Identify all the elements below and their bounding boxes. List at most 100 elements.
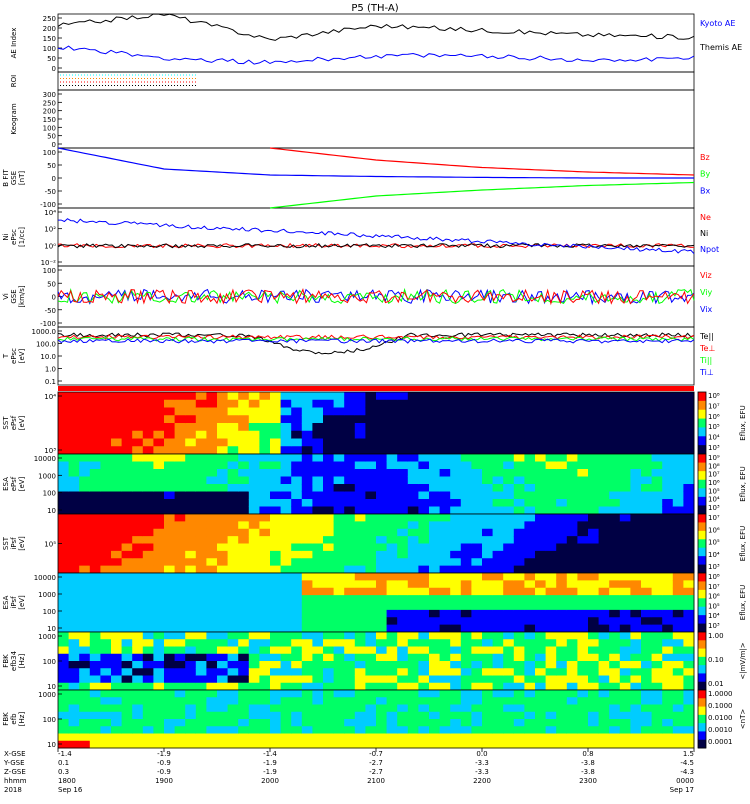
- heat-cell: [248, 469, 260, 477]
- colorbar-swatch: [698, 656, 706, 666]
- heat-cell: [407, 407, 419, 416]
- heat-cell: [111, 624, 123, 633]
- heat-cell: [291, 653, 303, 662]
- y-tick-label: 1000: [38, 472, 56, 480]
- heat-cell: [248, 639, 260, 647]
- heat-cell: [291, 528, 303, 537]
- colorbar-tick: 10⁵: [708, 487, 720, 495]
- heat-cell: [630, 639, 642, 647]
- heat-cell: [418, 514, 430, 522]
- heat-cell: [524, 646, 536, 655]
- heat-cell: [683, 661, 695, 669]
- heat-cell: [323, 719, 335, 727]
- heat-cell: [545, 399, 557, 408]
- heat-cell: [333, 438, 345, 447]
- heat-cell: [365, 617, 377, 626]
- panel-frame: [57, 207, 695, 267]
- y-axis-label: Vi: [2, 293, 10, 300]
- heat-cell: [556, 580, 568, 589]
- heat-cell: [280, 690, 292, 698]
- panel-t: 1000.0100.010.01.00.1T ePsc [eV]Te||Te⊥Ti|…: [2, 326, 715, 386]
- ephemeris-value: Sep 16: [58, 786, 83, 794]
- heat-cell: [683, 415, 695, 424]
- heat-cell: [460, 528, 472, 537]
- heat-cell: [195, 704, 207, 713]
- heat-cell: [142, 543, 154, 552]
- heat-cell: [407, 632, 419, 640]
- colorbar-swatch: [698, 505, 706, 515]
- y-tick-label: 10000: [34, 574, 56, 582]
- heat-cell: [68, 565, 80, 574]
- colorbar-swatch: [698, 514, 706, 523]
- heat-cell: [142, 415, 154, 424]
- heat-cell: [450, 617, 462, 626]
- heat-cell: [174, 690, 186, 698]
- heat-cell: [641, 602, 653, 611]
- y-tick-label: 0.1: [45, 378, 56, 386]
- heat-cell: [206, 461, 218, 470]
- heat-cell: [323, 469, 335, 477]
- heat-cell: [386, 521, 398, 530]
- heat-cell: [58, 415, 70, 424]
- heat-cell: [312, 653, 324, 662]
- heat-cell: [450, 491, 462, 500]
- heat-cell: [111, 506, 123, 515]
- heat-cell: [524, 454, 536, 462]
- heat-cell: [58, 550, 70, 559]
- heat-cell: [588, 415, 600, 424]
- heat-cell: [142, 740, 154, 749]
- heat-cell: [312, 609, 324, 618]
- heat-cell: [121, 740, 133, 749]
- heat-cell: [79, 740, 91, 749]
- ephemeris-row-label: hhmm: [4, 777, 27, 785]
- heat-cell: [577, 550, 589, 559]
- heat-cell: [142, 558, 154, 567]
- heat-cell: [503, 617, 515, 626]
- heat-cell: [174, 602, 186, 611]
- heat-cell: [217, 602, 229, 611]
- heat-cell: [164, 415, 176, 424]
- heat-cell: [68, 646, 80, 655]
- heat-cell: [651, 476, 663, 485]
- heat-cell: [630, 392, 642, 401]
- heat-cell: [312, 668, 324, 676]
- heat-cell: [503, 484, 515, 492]
- heat-cell: [58, 733, 70, 742]
- heat-cell: [683, 392, 695, 401]
- heat-cell: [312, 536, 324, 544]
- heat-cell: [429, 407, 441, 416]
- heat-cell: [619, 719, 631, 727]
- heat-cell: [630, 719, 642, 727]
- heat-cell: [354, 632, 366, 640]
- heat-cell: [482, 392, 494, 401]
- heat-cell: [89, 639, 101, 647]
- heat-cell: [365, 646, 377, 655]
- heat-cell: [482, 454, 494, 462]
- heat-cell: [386, 646, 398, 655]
- legend-entry: Ni: [700, 229, 708, 238]
- heat-cell: [301, 573, 313, 581]
- heat-cell: [291, 446, 303, 455]
- heat-cell: [545, 407, 557, 416]
- heat-cell: [248, 415, 260, 424]
- heat-cell: [407, 711, 419, 720]
- heat-cell: [630, 580, 642, 589]
- heat-cell: [386, 415, 398, 424]
- heat-cell: [174, 506, 186, 515]
- heat-cell: [259, 454, 271, 462]
- heat-cell: [206, 609, 218, 618]
- heat-cell: [58, 407, 70, 416]
- heat-cell: [68, 697, 80, 705]
- heat-cell: [407, 624, 419, 633]
- heat-cell: [641, 726, 653, 734]
- heat-cell: [641, 661, 653, 669]
- heat-cell: [598, 711, 610, 720]
- heat-cell: [185, 550, 197, 559]
- heat-cell: [291, 697, 303, 705]
- heat-cell: [174, 726, 186, 734]
- heat-cell: [354, 624, 366, 633]
- heat-cell: [450, 602, 462, 611]
- heat-cell: [354, 602, 366, 611]
- heat-cell: [619, 624, 631, 633]
- heat-cell: [407, 430, 419, 439]
